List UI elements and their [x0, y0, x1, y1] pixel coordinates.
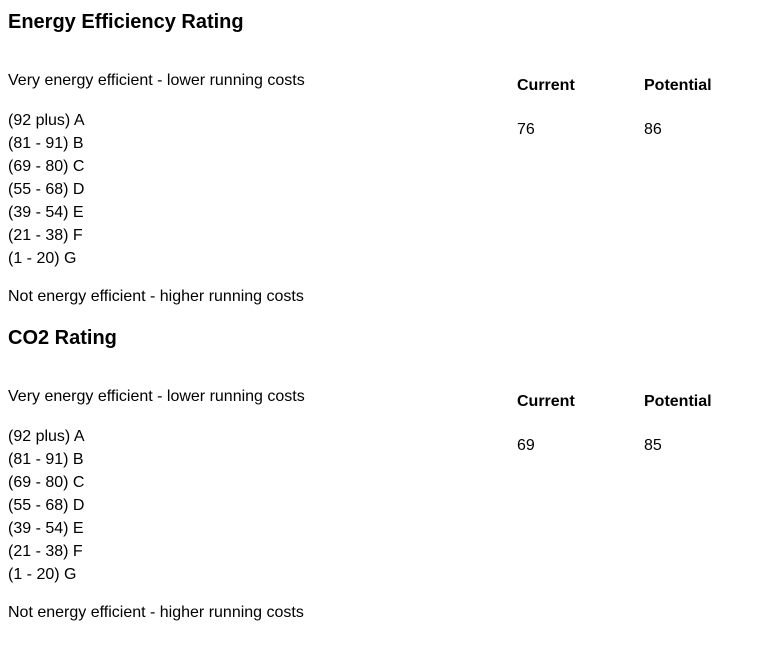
current-column-header: Current — [517, 393, 575, 410]
rating-band-g: (1 - 20) G — [8, 250, 77, 267]
potential-rating-value: 85 — [644, 437, 662, 454]
rating-band-d: (55 - 68) D — [8, 497, 85, 514]
potential-column-header: Potential — [644, 393, 712, 410]
rating-band-f: (21 - 38) F — [8, 543, 83, 560]
top-efficiency-label: Very energy efficient - lower running co… — [8, 388, 305, 405]
co2-rating-section: CO2 Rating Very energy efficient - lower… — [8, 326, 755, 632]
rating-band-b: (81 - 91) B — [8, 451, 84, 468]
bottom-efficiency-label: Not energy efficient - higher running co… — [8, 288, 304, 305]
rating-band-list: (92 plus) A (81 - 91) B (69 - 80) C (55 … — [8, 425, 84, 586]
current-rating-value: 76 — [517, 121, 535, 138]
top-efficiency-label: Very energy efficient - lower running co… — [8, 72, 305, 89]
potential-rating-value: 86 — [644, 121, 662, 138]
bottom-efficiency-label: Not energy efficient - higher running co… — [8, 604, 304, 621]
rating-band-a: (92 plus) A — [8, 428, 85, 445]
rating-band-e: (39 - 54) E — [8, 520, 84, 537]
current-rating-value: 69 — [517, 437, 535, 454]
section-title: CO2 Rating — [8, 327, 117, 349]
rating-band-d: (55 - 68) D — [8, 181, 85, 198]
rating-band-b: (81 - 91) B — [8, 135, 84, 152]
rating-band-g: (1 - 20) G — [8, 566, 77, 583]
rating-band-list: (92 plus) A (81 - 91) B (69 - 80) C (55 … — [8, 109, 84, 270]
current-column-header: Current — [517, 77, 575, 94]
rating-band-c: (69 - 80) C — [8, 158, 85, 175]
potential-column-header: Potential — [644, 77, 712, 94]
energy-efficiency-section: Energy Efficiency Rating Very energy eff… — [8, 10, 755, 316]
section-title: Energy Efficiency Rating — [8, 11, 244, 33]
rating-band-e: (39 - 54) E — [8, 204, 84, 221]
rating-band-a: (92 plus) A — [8, 112, 85, 129]
rating-band-f: (21 - 38) F — [8, 227, 83, 244]
rating-band-c: (69 - 80) C — [8, 474, 85, 491]
